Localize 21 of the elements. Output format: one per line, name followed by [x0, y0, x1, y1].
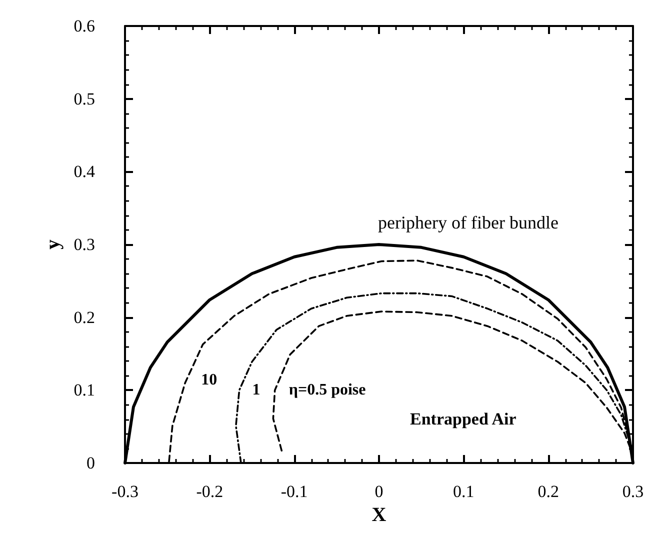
x-tick-label: 0.1	[453, 482, 474, 501]
series-label: periphery of fiber bundle	[378, 212, 558, 232]
y-tick-label: 0.4	[74, 162, 96, 182]
x-tick-label: -0.2	[196, 482, 224, 501]
x-tick-label: 0.2	[538, 482, 559, 501]
y-tick-label: 0.5	[74, 89, 95, 108]
y-tick-label: 0.3	[74, 235, 95, 254]
x-tick-label: 0	[374, 482, 384, 501]
annotation: Entrapped Air	[410, 410, 517, 428]
y-tick-label: 0	[86, 454, 95, 472]
y-tick-label: 0.6	[74, 16, 95, 36]
y-axis-title: y	[42, 240, 64, 250]
x-tick-label: -0.1	[280, 482, 308, 501]
x-tick-label: 0.3	[622, 482, 644, 501]
y-tick-label: 0.1	[74, 380, 95, 400]
series-label: 1	[252, 382, 260, 399]
series-label: 10	[201, 371, 218, 388]
x-axis-title: X	[372, 504, 387, 526]
y-tick-label: 0.2	[74, 308, 95, 327]
x-tick-label: -0.3	[112, 482, 138, 501]
series-label: η=0.5 poise	[288, 382, 366, 399]
